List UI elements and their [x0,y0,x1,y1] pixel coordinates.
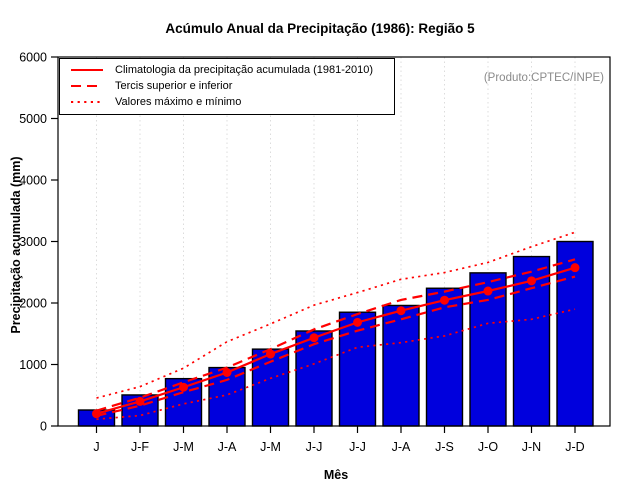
climatology-point [92,409,101,419]
y-axis: 0 1000 2000 3000 4000 5000 6000 [19,51,58,434]
climatology-point [179,382,188,392]
x-tick-label: J-M [260,440,281,454]
series-line [96,258,576,412]
legend-item-tercis: Tercis superior e inferior [60,78,394,94]
legend-solid-line-icon [71,69,103,71]
x-tick-label: J [93,440,99,454]
climatology-point [222,367,232,377]
x-axis-title: Mês [323,468,349,482]
climatology-point [309,333,319,343]
y-axis-title: Precipitação acumulada (mm) [9,156,23,334]
bar-J-S [425,287,464,427]
x-axis: J J-F J-M J-A J-M J-J J-J J-A J-S J-O J-N J-D [93,426,585,454]
legend-label: Tercis superior e inferior [115,80,233,92]
y-tick-label: 1000 [19,358,47,372]
x-tick-label: J-J [349,440,366,454]
legend-item-climatology: Climatologia da precipitação acumulada (… [60,62,394,78]
climatology-point [527,276,536,286]
x-tick-label: J-J [306,440,323,454]
chart-title: Acúmulo Anual da Precipitação (1986): Re… [165,21,475,36]
x-tick-label: J-M [173,440,194,454]
x-tick-label: J-A [392,440,411,454]
bars [77,240,594,427]
x-tick-label: J-D [565,440,584,454]
bar-J-A [382,304,420,427]
series-dashed [96,258,576,412]
legend-dashed-line-icon [71,85,103,87]
climatology-point [135,396,145,406]
legend-box: Climatologia da precipitação acumulada (… [59,58,395,115]
y-tick-label: 0 [40,420,47,434]
x-tick-label: J-F [131,440,149,454]
bar-J-O [469,272,507,427]
series-line [96,266,576,415]
y-tick-label: 6000 [19,51,47,65]
climatology-point [440,295,449,305]
legend-dotted-line-icon [71,101,103,103]
series-solid [92,263,580,419]
legend-item-max-min: Valores máximo e mínimo [60,94,394,110]
climatology-point [570,263,580,273]
climatology-point [396,306,406,316]
series-line [96,231,576,399]
y-tick-label: 4000 [19,174,47,188]
y-tick-label: 5000 [19,112,47,126]
series-line [96,275,576,417]
x-tick-label: J-N [522,440,541,454]
series-dashed [96,275,576,417]
legend-label: Valores máximo e mínimo [115,96,242,108]
product-watermark: (Produto:CPTEC/INPE) [483,72,604,84]
climatology-point [266,349,275,359]
x-tick-label: J-A [218,440,237,454]
bar-J-J [338,311,377,427]
y-tick-label: 3000 [19,235,47,249]
series-dotted [96,231,576,399]
y-tick-label: 2000 [19,297,47,311]
x-tick-label: J-S [435,440,454,454]
climatology-point [353,317,362,327]
legend-label: Climatologia da precipitação acumulada (… [115,64,374,76]
climatology-point [483,286,493,296]
x-tick-label: J-O [478,440,498,454]
bar-J-J [295,330,333,427]
